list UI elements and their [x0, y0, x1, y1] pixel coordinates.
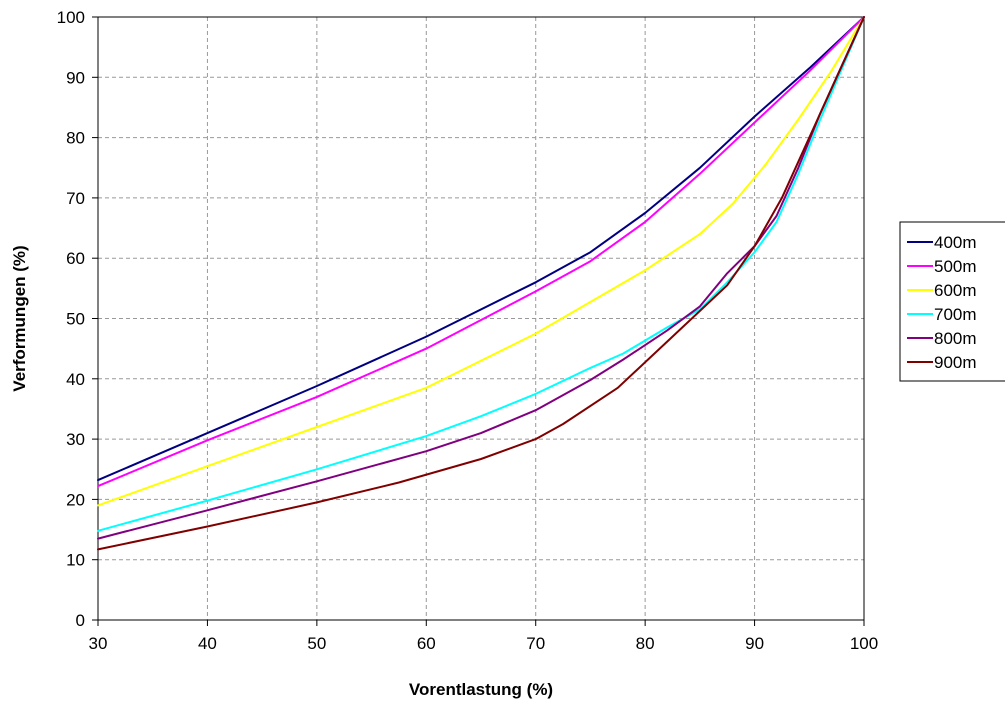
legend-label: 500m [934, 257, 977, 276]
legend-label: 700m [934, 305, 977, 324]
series-line-400m [97, 16, 865, 482]
axis-ticks: 30 40 50 60 70 80 90 100 0 10 20 30 40 50 60 70 80 90 100 [57, 8, 879, 653]
legend-label: 600m [934, 281, 977, 300]
series-line-900m [97, 16, 865, 551]
y-tick-label: 80 [66, 129, 85, 148]
series-line-800m [97, 16, 865, 540]
y-tick-label: 90 [66, 68, 85, 87]
x-tick-label: 50 [307, 634, 326, 653]
x-axis-title: Vorentlastung (%) [409, 680, 553, 699]
y-tick-label: 0 [76, 611, 85, 630]
y-tick-label: 40 [66, 370, 85, 389]
legend-label: 900m [934, 353, 977, 372]
legend: 400m 500m 600m 700m 800m 900m [899, 221, 1005, 382]
y-tick-label: 100 [57, 8, 85, 27]
x-tick-label: 70 [526, 634, 545, 653]
y-tick-label: 10 [66, 551, 85, 570]
legend-label: 800m [934, 329, 977, 348]
y-tick-label: 20 [66, 490, 85, 509]
legend-label: 400m [934, 233, 977, 252]
x-tick-label: 80 [636, 634, 655, 653]
series-layer [97, 16, 865, 551]
x-tick-label: 60 [417, 634, 436, 653]
x-tick-label: 90 [745, 634, 764, 653]
y-tick-label: 50 [66, 310, 85, 329]
series-line-700m [97, 16, 865, 532]
y-tick-label: 70 [66, 189, 85, 208]
y-tick-label: 60 [66, 249, 85, 268]
y-axis-title: Verformungen (%) [10, 245, 29, 391]
legend-box [899, 221, 1005, 382]
x-tick-label: 100 [850, 634, 878, 653]
grid [98, 17, 864, 620]
x-tick-label: 30 [89, 634, 108, 653]
series-line-500m [97, 16, 865, 488]
series-line-600m [97, 16, 865, 507]
y-tick-label: 30 [66, 430, 85, 449]
x-tick-label: 40 [198, 634, 217, 653]
